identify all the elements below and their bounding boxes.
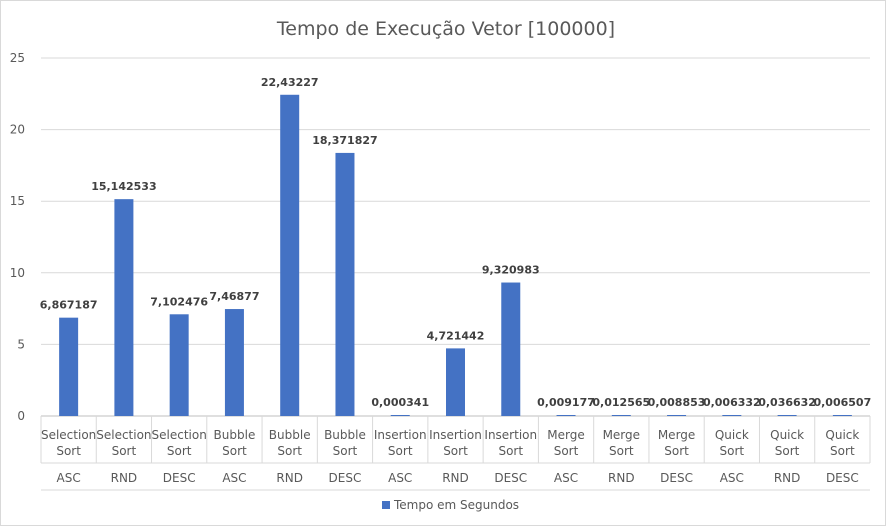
x-tick-label-algorithm: Merge bbox=[547, 428, 584, 442]
axes: 0 5 10 15 20 25 Selection Sort ASC Selection Sort R… bbox=[10, 51, 871, 491]
y-tick-label: 20 bbox=[10, 123, 25, 137]
bar bbox=[556, 415, 576, 416]
data-label: 15,142533 bbox=[91, 180, 156, 193]
data-label: 18,371827 bbox=[312, 134, 377, 147]
x-tick-label-algorithm: Selection bbox=[41, 428, 96, 442]
bar bbox=[611, 415, 631, 416]
x-tick-label-algorithm-sort: Sort bbox=[830, 444, 855, 458]
data-label: 6,867187 bbox=[40, 299, 98, 312]
x-tick-label-order: DESC bbox=[660, 471, 693, 485]
x-tick-label-algorithm-sort: Sort bbox=[554, 444, 579, 458]
x-tick-label-order: ASC bbox=[720, 471, 744, 485]
data-label: 0,008853 bbox=[648, 396, 706, 409]
legend-swatch bbox=[382, 501, 390, 509]
data-label: 7,102476 bbox=[150, 295, 208, 308]
x-tick-label-algorithm-sort: Sort bbox=[498, 444, 523, 458]
data-label: 0,012565 bbox=[592, 396, 650, 409]
y-tick-label: 10 bbox=[10, 266, 25, 280]
x-tick-label-order: ASC bbox=[57, 471, 81, 485]
data-labels: 6,867187 15,142533 7,102476 7,46877 22,43227… bbox=[40, 76, 871, 409]
x-tick-label-algorithm-sort: Sort bbox=[56, 444, 81, 458]
x-tick-label-order: RND bbox=[111, 471, 138, 485]
data-label: 4,721442 bbox=[427, 329, 485, 342]
x-tick-label-order: ASC bbox=[554, 471, 578, 485]
x-tick-label-algorithm-sort: Sort bbox=[720, 444, 745, 458]
x-tick-label-algorithm: Merge bbox=[658, 428, 695, 442]
x-tick-label-algorithm: Bubble bbox=[214, 428, 256, 442]
x-tick-label-algorithm-sort: Sort bbox=[222, 444, 247, 458]
y-tick-label: 25 bbox=[10, 51, 25, 65]
x-tick-label-order: RND bbox=[774, 471, 801, 485]
legend: Tempo em Segundos bbox=[382, 498, 519, 512]
x-tick-label-algorithm-sort: Sort bbox=[775, 444, 800, 458]
x-tick-label-algorithm-sort: Sort bbox=[443, 444, 468, 458]
x-tick-label-order: DESC bbox=[163, 471, 196, 485]
x-tick-label-order: RND bbox=[608, 471, 635, 485]
data-label: 7,46877 bbox=[209, 290, 259, 303]
data-label: 22,43227 bbox=[261, 76, 319, 89]
bar bbox=[390, 415, 410, 416]
x-tick-label-algorithm: Bubble bbox=[269, 428, 311, 442]
bars bbox=[59, 94, 852, 416]
bar bbox=[777, 415, 797, 416]
x-tick-label-algorithm-sort: Sort bbox=[388, 444, 413, 458]
x-tick-label-order: RND bbox=[276, 471, 303, 485]
bar bbox=[59, 317, 79, 416]
y-tick-label: 15 bbox=[10, 194, 25, 208]
x-tick-label-algorithm: Merge bbox=[603, 428, 640, 442]
data-label: 9,320983 bbox=[482, 264, 540, 277]
x-tick-label-order: RND bbox=[442, 471, 469, 485]
x-tick-label-algorithm-sort: Sort bbox=[167, 444, 192, 458]
bar bbox=[169, 314, 189, 416]
x-tick-label-algorithm: Insertion bbox=[484, 428, 537, 442]
bar bbox=[114, 199, 134, 416]
bar bbox=[224, 309, 244, 416]
data-label: 0,006507 bbox=[813, 396, 871, 409]
x-tick-label-algorithm: Insertion bbox=[374, 428, 427, 442]
bar bbox=[832, 415, 852, 416]
bar bbox=[667, 415, 687, 416]
x-tick-label-algorithm-sort: Sort bbox=[664, 444, 689, 458]
data-label: 0,036632 bbox=[758, 396, 816, 409]
bar bbox=[722, 415, 742, 416]
x-tick-label-order: DESC bbox=[329, 471, 362, 485]
x-tick-label-algorithm: Bubble bbox=[324, 428, 366, 442]
y-tick-label: 0 bbox=[17, 409, 25, 423]
chart-title: Tempo de Execução Vetor [100000] bbox=[276, 18, 615, 40]
data-label: 0,000341 bbox=[371, 396, 429, 409]
legend-label: Tempo em Segundos bbox=[393, 498, 519, 512]
x-tick-label-order: DESC bbox=[826, 471, 859, 485]
y-tick-label: 5 bbox=[17, 337, 25, 351]
x-tick-label-algorithm: Quick bbox=[715, 428, 749, 442]
data-label: 0,009177 bbox=[537, 396, 595, 409]
x-tick-label-order: ASC bbox=[388, 471, 412, 485]
x-tick-label-algorithm-sort: Sort bbox=[277, 444, 302, 458]
x-tick-label-algorithm: Insertion bbox=[429, 428, 482, 442]
gridlines bbox=[41, 57, 870, 345]
bar bbox=[335, 152, 355, 416]
x-tick-label-algorithm-sort: Sort bbox=[609, 444, 634, 458]
data-label: 0,006332 bbox=[703, 396, 761, 409]
x-tick-label-algorithm: Selection bbox=[96, 428, 151, 442]
bar bbox=[446, 348, 465, 416]
x-tick-label-algorithm-sort: Sort bbox=[333, 444, 358, 458]
x-tick-label-algorithm: Selection bbox=[152, 428, 207, 442]
x-tick-label-order: ASC bbox=[222, 471, 246, 485]
x-tick-label-order: DESC bbox=[494, 471, 527, 485]
bar bbox=[280, 94, 300, 416]
x-tick-label-algorithm: Quick bbox=[825, 428, 859, 442]
x-tick-label-algorithm: Quick bbox=[770, 428, 804, 442]
bar bbox=[501, 282, 521, 416]
x-tick-label-algorithm-sort: Sort bbox=[112, 444, 137, 458]
